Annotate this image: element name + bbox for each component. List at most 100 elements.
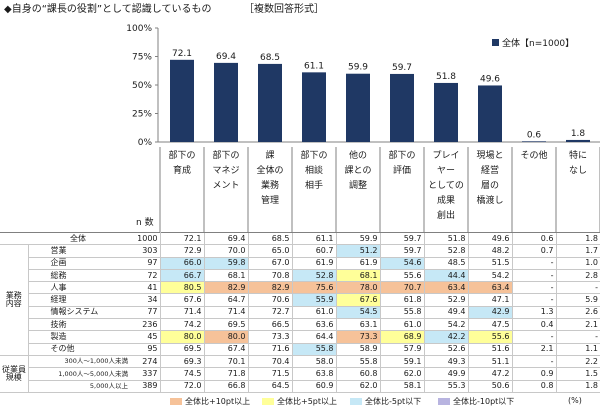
- bar: [522, 141, 546, 142]
- chart-subtitle: ［複数回答形式］: [244, 2, 324, 15]
- category-label: 橋渡し: [476, 194, 503, 206]
- bar-value-label: 0.6: [527, 130, 542, 140]
- table-cell: 74.2: [159, 318, 204, 332]
- table-cell: 64.4: [291, 330, 336, 344]
- table-cell: 55.3: [423, 380, 468, 393]
- table-cell: 69.5: [159, 343, 204, 356]
- table-row: 5,000人以上 389 72.0 66.8 64.5 60.9 62.0 58.1 55.3 5…: [0, 380, 600, 393]
- bar: [170, 59, 194, 142]
- table-cell: 60.9: [291, 380, 336, 393]
- table-cell: 59.7: [379, 244, 424, 258]
- table-cell: 55.8: [335, 354, 380, 369]
- table-cell: 63.4: [467, 281, 512, 295]
- row-n: 97: [130, 257, 161, 270]
- table-cell: 71.5: [247, 367, 292, 381]
- category-label: 層の: [481, 180, 499, 191]
- table-cell: 48.5: [423, 257, 468, 270]
- category-label: 相談: [305, 164, 323, 176]
- table-cell: 64.7: [203, 293, 248, 307]
- table-cell: 69.5: [203, 318, 248, 332]
- table-cell: 1.1: [555, 343, 600, 356]
- table-cell: 59.8: [203, 257, 248, 270]
- row-n: 1000: [130, 231, 161, 246]
- table-row: 業務 内容 営業 303 72.9 70.0 65.0 60.7 51.2 59.7 52.8 48.…: [0, 244, 600, 356]
- group-label-line: 規模: [5, 372, 22, 382]
- table-cell: 67.6: [159, 293, 204, 307]
- legend-label: 全体比+10pt以上: [185, 397, 251, 406]
- table-cell: 2.1: [555, 318, 600, 332]
- table-cell: 52.8: [291, 269, 336, 283]
- row-n: 236: [130, 318, 161, 332]
- row-label: 全体: [0, 231, 130, 246]
- table-cell: 61.9: [335, 257, 380, 270]
- table-cell: 42.9: [467, 306, 512, 320]
- category-label: メント: [212, 181, 239, 191]
- table-cell: -: [511, 257, 556, 270]
- unit-label: (%): [568, 396, 582, 405]
- table-cell: 70.8: [247, 269, 292, 283]
- bar-value-label: 59.7: [392, 63, 412, 73]
- table-cell: 49.6: [467, 231, 512, 246]
- table-cell: 59.1: [379, 354, 424, 369]
- table-cell: 1.5: [555, 367, 600, 381]
- bar-group: 72.1 69.4 68.5 61.1 59.9 59.7 51.8 49.6 0.6 1.8: [170, 49, 590, 142]
- bar-value-label: 1.8: [571, 129, 586, 139]
- table-cell: 60.8: [335, 367, 380, 381]
- table-cell: 51.2: [335, 244, 380, 258]
- table-cell: 66.7: [159, 269, 204, 283]
- legend-label: 全体比+5pt以上: [277, 397, 338, 406]
- bar: [258, 63, 282, 142]
- table-cell: 72.9: [159, 244, 204, 258]
- table-cell: 47.5: [467, 318, 512, 332]
- bar-value-label: 72.1: [172, 49, 192, 59]
- category-label: プレイ: [432, 150, 459, 161]
- row-n: 77: [130, 306, 161, 320]
- table-cell: 57.9: [379, 343, 424, 356]
- table-cell: 70.4: [247, 354, 292, 369]
- table-cell: 52.8: [423, 244, 468, 258]
- table-cell: 51.5: [467, 257, 512, 270]
- table-cell: 1.8: [555, 380, 600, 393]
- row-label: 技術: [28, 318, 130, 332]
- row-group-label: 従業員 規模: [0, 354, 29, 393]
- table-row: 情報システム 77 71.4 71.4 72.7 61.0 54.5 55.8 49.4 42.9…: [0, 306, 600, 320]
- table-cell: 55.8: [291, 343, 336, 356]
- table-cell: 80.0: [203, 330, 248, 344]
- category-label: 課との: [345, 164, 372, 176]
- table-cell: 69.3: [159, 354, 204, 369]
- row-label: 総務: [28, 269, 130, 283]
- table-cell: 61.9: [291, 257, 336, 270]
- table-cell: 65.0: [247, 244, 292, 258]
- row-n: 45: [130, 330, 161, 344]
- table-cell: 58.9: [335, 343, 380, 356]
- bar: [434, 82, 458, 142]
- table-cell: 73.3: [335, 330, 380, 344]
- table-cell: 61.1: [291, 231, 336, 246]
- bar-value-label: 68.5: [260, 53, 280, 63]
- y-tick-label: 0%: [138, 138, 153, 148]
- category-label: マネジ: [212, 165, 239, 176]
- legend-label: 全体比-10pt以下: [453, 397, 515, 406]
- category-label: 特に: [569, 149, 587, 161]
- y-tick-label: 25%: [132, 110, 152, 120]
- table-cell: 70.7: [379, 281, 424, 295]
- table-cell: 58.0: [291, 354, 336, 369]
- bar: [214, 62, 238, 142]
- table-cell: 67.0: [247, 257, 292, 270]
- category-label: 他の: [349, 149, 367, 161]
- n-label: n 数: [136, 216, 154, 228]
- table-cell: 67.4: [203, 343, 248, 356]
- table-cell: 58.1: [379, 380, 424, 393]
- table-cell: 55.6: [467, 330, 512, 344]
- category-label: 管理: [261, 194, 279, 206]
- table-cell: 78.0: [335, 281, 380, 295]
- legend-label: 全体比-5pt以下: [365, 397, 422, 406]
- legend-swatch: [438, 398, 450, 405]
- table-cell: 52.9: [423, 293, 468, 307]
- category-label: 創出: [437, 209, 455, 221]
- table-cell: 61.0: [291, 306, 336, 320]
- table-cell: 48.2: [467, 244, 512, 258]
- table-cell: -: [511, 281, 556, 295]
- crosstab-table: 全体 1000 72.1 69.4 68.5 61.1 59.9 59.7 51.8 49.6 0.…: [0, 231, 600, 393]
